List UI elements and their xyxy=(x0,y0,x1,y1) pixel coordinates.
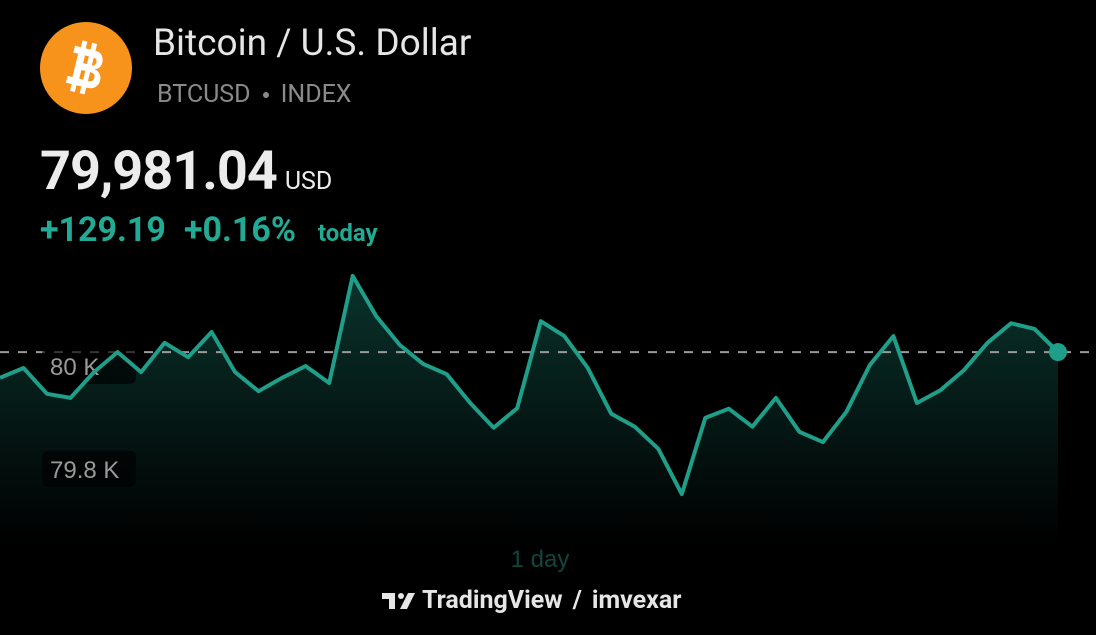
change-value: +129.19 xyxy=(40,210,166,250)
last-point xyxy=(1049,343,1067,362)
price-value: 79,981.04 xyxy=(40,140,278,203)
price: 79,981.04 USD xyxy=(40,140,332,203)
range-label[interactable]: 1 day xyxy=(511,546,570,573)
exchange: INDEX xyxy=(280,80,352,109)
footer: TradingView / imvexar xyxy=(382,586,681,615)
user: imvexar xyxy=(591,586,682,615)
y-tick-background xyxy=(42,450,136,487)
change-percent: +0.16% xyxy=(183,210,296,250)
brand: TradingView xyxy=(422,586,563,615)
change: +129.19 +0.16% today xyxy=(40,210,378,250)
symbol: BTCUSD xyxy=(157,80,251,109)
tv-logo xyxy=(382,593,415,609)
separator: / xyxy=(572,586,582,615)
bullet xyxy=(262,92,269,99)
area xyxy=(0,275,1058,545)
title: Bitcoin / U.S. Dollar xyxy=(153,22,472,65)
currency: USD xyxy=(284,167,333,196)
bitcoin-logo xyxy=(40,22,132,114)
period: today xyxy=(317,219,378,247)
y-tick-label: 79.8 K xyxy=(50,457,119,484)
price-line xyxy=(0,273,1060,497)
subtitle: BTCUSD INDEX xyxy=(157,80,352,109)
